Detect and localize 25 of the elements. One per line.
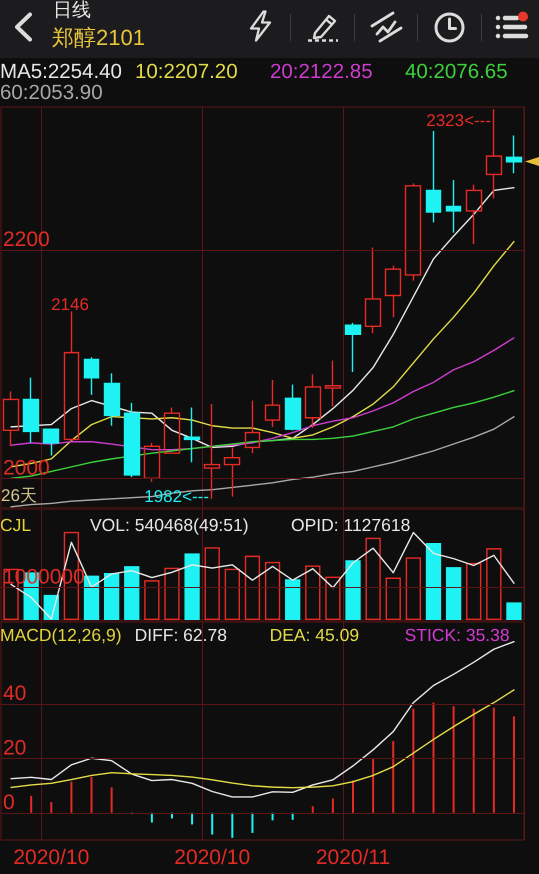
chart-title: CJL	[0, 515, 32, 535]
text: DIFF: 62.78	[134, 625, 228, 645]
series-label: OPID: 1127618	[291, 515, 412, 535]
text: 60:2053.90	[0, 81, 104, 104]
text: 20:2122.85	[270, 60, 374, 83]
chart-subtitle: 郑醇2101	[52, 25, 145, 50]
annotation: 26天	[1, 486, 37, 505]
y-tick-label: 2200	[3, 228, 50, 251]
chart-title: MACD(12,26,9)	[0, 625, 122, 645]
y-tick-label: 0	[3, 790, 15, 814]
text: 40:2076.65	[405, 60, 509, 83]
chart-title: 日线	[53, 0, 91, 22]
text: DEA: 45.09	[270, 625, 360, 645]
text: 10:2207.20	[135, 60, 239, 83]
y-tick-label: 40	[3, 682, 26, 705]
chart-subtitle: VOL: 540468(49:51)	[90, 515, 250, 535]
text: MA5:2254.40	[0, 60, 122, 83]
x-tick-label: 2020/10	[13, 846, 90, 869]
y-tick-label: 20	[3, 736, 26, 760]
annotation: 1982<---	[144, 487, 209, 506]
annotation: 2323<---	[426, 111, 491, 130]
annotation: 2146	[51, 295, 89, 314]
x-tick-label: 2020/10	[174, 846, 250, 869]
x-tick-label: 2020/11	[316, 846, 390, 869]
annotation: STICK: 35.38	[404, 625, 511, 645]
